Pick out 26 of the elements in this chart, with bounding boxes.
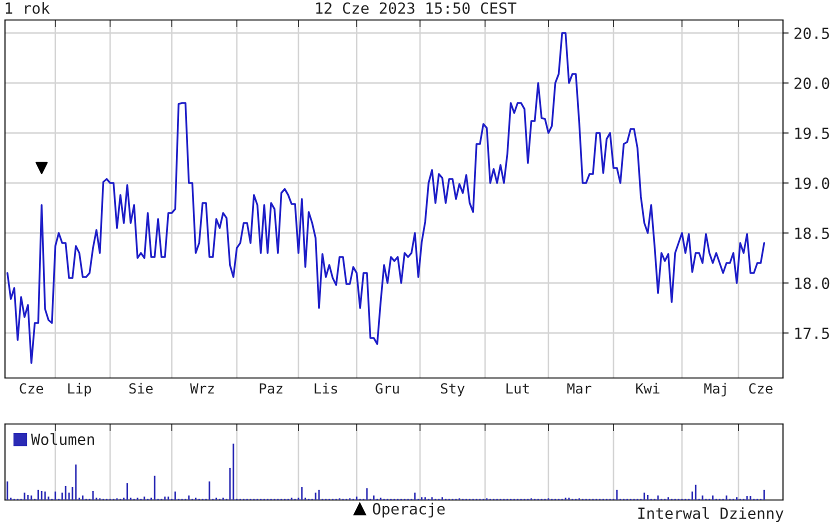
x-tick-label: Maj [704,382,726,396]
x-tick-label: Cze [749,383,772,394]
x-tick-label: Cze [20,383,44,394]
text: Interwal Dzienny [638,507,784,522]
x-tick-label: Wrz [190,383,214,394]
x-tick-label: Paz [260,383,282,394]
x-tick-label: Lip [68,382,92,396]
y-tick-label: 19.5 [795,128,829,140]
line-series [6,32,766,364]
x-tick-label: Gru [376,383,399,394]
y-tick-label: 18.0 [795,278,830,290]
x-tick-label: Lut [506,383,529,394]
x-tick-label: Mar [567,383,592,394]
x-tick-label: Kwi [636,382,660,394]
x-tick-label: Lis [314,382,338,394]
y-tick-label: 17.5 [795,328,829,340]
legend-label: Wolumen [30,433,94,446]
legend-label: Operacje [372,502,445,518]
x-tick-label: Sie [129,382,153,394]
x-tick-label: Sty [440,383,465,396]
y-tick-label: 20.0 [794,78,830,90]
y-tick-label: 18.5 [795,228,829,240]
y-tick-label: 20.5 [794,28,829,40]
chart-subtitle: 12 Cze 2023 15:50 CEST [316,2,516,14]
y-tick-label: 19.0 [795,178,830,190]
chart-title: 1 rok [6,2,50,14]
